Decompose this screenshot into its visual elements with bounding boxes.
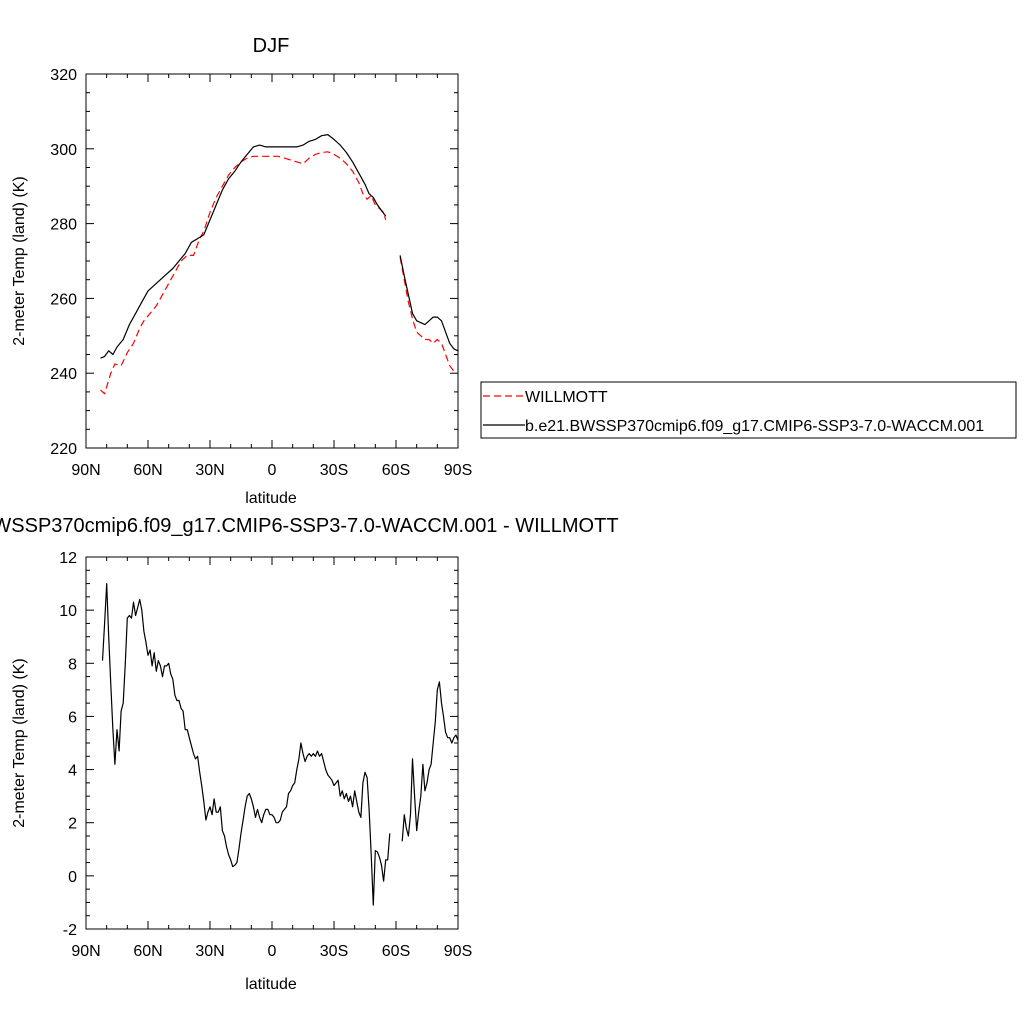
lower-x-tick-label-60s: 60S bbox=[382, 943, 410, 960]
lower-y-tick-label-2: -2 bbox=[63, 922, 77, 939]
upper-chart-title: DJF bbox=[253, 35, 290, 57]
legend-label-model: b.e21.BWSSP370cmip6.f09_g17.CMIP6-SSP3-7… bbox=[525, 418, 984, 435]
lower-x-tick-label-60n: 60N bbox=[133, 943, 162, 960]
upper-x-tick-label-30n: 30N bbox=[195, 462, 224, 479]
upper-y-tick-label-280: 280 bbox=[50, 217, 77, 234]
upper-y-tick-label-260: 260 bbox=[50, 291, 77, 308]
upper-chart: DJF 90N 60N 30N 0 30S 60S 90S 220 240 260 280 300 32… bbox=[11, 35, 472, 507]
upper-series-line-b-e21-bwssp370cmip6-f09--segment-2 bbox=[399, 255, 459, 352]
upper-x-axis-label: latitude bbox=[245, 490, 297, 507]
lower-y-tick-label-10: 10 bbox=[59, 603, 77, 620]
lower-x-tick-label-30s: 30S bbox=[320, 943, 348, 960]
upper-plot-frame bbox=[85, 73, 459, 449]
lower-x-tick-label-30n: 30N bbox=[195, 943, 224, 960]
lower-y-tick-label-8: 8 bbox=[68, 656, 77, 673]
lower-x-tick-label-90n: 90N bbox=[71, 943, 100, 960]
upper-x-tick-label-60n: 60N bbox=[133, 462, 162, 479]
lower-x-tick-label-0: 0 bbox=[268, 943, 277, 960]
upper-series-line-willmott-segment-1 bbox=[100, 151, 387, 395]
upper-x-tick-label-60s: 60S bbox=[382, 462, 410, 479]
lower-x-tick-label-90s: 90S bbox=[444, 943, 472, 960]
upper-x-tick-label-90s: 90S bbox=[444, 462, 472, 479]
lower-x-axis-label: latitude bbox=[245, 976, 297, 993]
lower-chart-title: b.e21.BWSSP370cmip6.f09_g17.CMIP6-SSP3-7… bbox=[0, 515, 619, 537]
lower-y-tick-label-0: 0 bbox=[68, 869, 77, 886]
upper-y-tick-label-240: 240 bbox=[50, 366, 77, 383]
lower-y-tick-label-4: 4 bbox=[68, 763, 77, 780]
lower-y-tick-label-6: 6 bbox=[68, 709, 77, 726]
legend-box bbox=[480, 381, 1017, 439]
legend: WILLMOTT b.e21.BWSSP370cmip6.f09_g17.CMI… bbox=[480, 381, 1017, 439]
upper-series-line-b-e21-bwssp370cmip6-f09--segment-1 bbox=[100, 134, 387, 359]
upper-x-tick-label-0: 0 bbox=[268, 462, 277, 479]
lower-y-tick-label-2: 2 bbox=[68, 816, 77, 833]
lower-series-line-difference-segment-1 bbox=[101, 582, 391, 906]
upper-y-tick-label-320: 320 bbox=[50, 67, 77, 84]
upper-series-line-willmott-segment-2 bbox=[399, 257, 455, 372]
upper-x-tick-label-30s: 30S bbox=[320, 462, 348, 479]
upper-y-tick-label-300: 300 bbox=[50, 142, 77, 159]
lower-chart: b.e21.BWSSP370cmip6.f09_g17.CMIP6-SSP3-7… bbox=[0, 515, 619, 993]
lower-y-tick-label-12: 12 bbox=[59, 550, 77, 567]
lower-series-line-difference-segment-2 bbox=[401, 681, 459, 842]
upper-x-tick-label-90n: 90N bbox=[71, 462, 100, 479]
lower-y-axis-label: 2-meter Temp (land) (K) bbox=[11, 658, 28, 828]
upper-y-tick-label-220: 220 bbox=[50, 441, 77, 458]
upper-y-axis-label: 2-meter Temp (land) (K) bbox=[11, 176, 28, 346]
legend-label-willmott: WILLMOTT bbox=[525, 389, 608, 406]
